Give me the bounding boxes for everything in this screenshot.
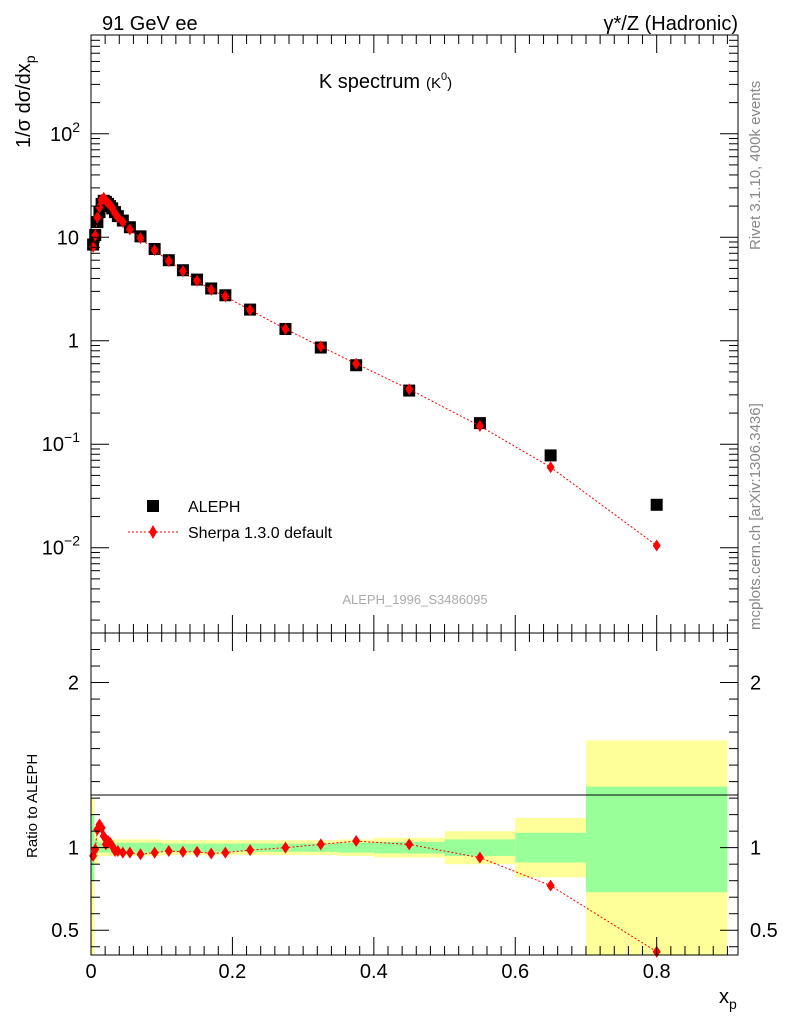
- x-axis-label-main: x: [719, 986, 729, 1008]
- chart-title: K spectrum: [319, 71, 420, 93]
- sherpa-data-point: [405, 383, 414, 396]
- ratio-panel: 0 0.2 0.4 0.6 0.8 0.5 0.5 1 1 2 2 Ratio to ALEPH x…: [24, 632, 778, 1012]
- y-tick-label-exponent: −2: [64, 533, 80, 549]
- ratio-data-point: [164, 844, 173, 857]
- ratio-data-point: [91, 843, 100, 856]
- x-tick-label: 0.8: [643, 961, 671, 983]
- sherpa-data-point: [178, 265, 187, 278]
- ratio-data-point: [405, 838, 414, 851]
- ratio-data-point: [178, 845, 187, 858]
- sherpa-data-point: [207, 283, 216, 296]
- ratio-frame: [90, 632, 739, 956]
- legend-sherpa-marker: [149, 525, 157, 539]
- main-marks: [87, 191, 663, 552]
- y-tick-label-base: 10: [42, 434, 64, 456]
- ratio-data-point: [316, 838, 325, 851]
- sherpa-data-point: [281, 322, 290, 335]
- y-tick-label: 10−2: [42, 533, 80, 560]
- ratio-y-tick-label-left: 0.5: [51, 920, 79, 942]
- title-sub-open: (K: [426, 75, 441, 92]
- ratio-y-tick-label-left: 2: [68, 673, 79, 695]
- sherpa-data-point: [221, 290, 230, 303]
- chart-title-particle: (K0): [426, 71, 452, 92]
- ratio-data-point: [475, 851, 484, 864]
- legend: ALEPH Sherpa 1.3.0 default: [128, 499, 333, 542]
- x-tick-label: 0: [85, 961, 96, 983]
- y-axis-label-sub: p: [22, 55, 38, 63]
- process-label: γ*/Z (Hadronic): [604, 13, 738, 35]
- sherpa-data-point: [352, 357, 361, 370]
- sherpa-data-point: [118, 216, 127, 229]
- uncertainty-band-green: [585, 786, 728, 893]
- x-tick-label: 0.2: [219, 961, 247, 983]
- aleph-data-point: [544, 449, 557, 462]
- sherpa-data-point: [193, 274, 202, 287]
- x-axis-label-sub: p: [729, 996, 737, 1012]
- uncertainty-band-green: [515, 832, 586, 863]
- ratio-data-point: [193, 845, 202, 858]
- aleph-data-point: [650, 498, 663, 511]
- y-tick-label-exponent: −1: [64, 429, 80, 445]
- y-tick-label-base: 10: [50, 124, 72, 146]
- title-sup: 0: [441, 71, 447, 83]
- mcplots-reference-label: mcplots.cern.ch [arXiv:1306.3436]: [747, 403, 764, 630]
- y-axis-label-main: 1/σ dσ/dx: [13, 63, 35, 148]
- ratio-data-point: [118, 846, 127, 859]
- main-y-axis-label: 1/σ dσ/dxp: [13, 55, 38, 148]
- title-close: ): [447, 75, 452, 92]
- legend-sherpa-label: Sherpa 1.3.0 default: [188, 525, 333, 542]
- y-tick-label: 10: [57, 227, 79, 249]
- ratio-ticks: 0 0.2 0.4 0.6 0.8 0.5 0.5 1 1 2 2: [51, 633, 778, 983]
- ratio-y-tick-label-right: 0.5: [750, 920, 778, 942]
- ratio-data-point: [150, 846, 159, 859]
- ratio-y-tick-label-right: 1: [750, 838, 761, 860]
- y-axis-label-text: 1/σ dσ/dxp: [13, 55, 38, 148]
- ratio-data-point: [207, 847, 216, 860]
- ratio-y-tick-label-left: 1: [68, 838, 79, 860]
- y-tick-label: 10−1: [42, 429, 80, 456]
- x-tick-label: 0.6: [501, 961, 529, 983]
- ratio-data-point: [125, 846, 134, 859]
- analysis-watermark: ALEPH_1996_S3486095: [342, 592, 487, 607]
- ratio-data-point: [352, 835, 361, 848]
- ratio-y-tick-label-right: 2: [750, 673, 761, 695]
- sherpa-data-point: [150, 244, 159, 257]
- sherpa-data-point: [93, 211, 102, 224]
- ratio-data-point: [281, 841, 290, 854]
- y-tick-label-base: 10: [42, 538, 64, 560]
- y-tick-label: 102: [50, 119, 80, 146]
- sherpa-data-point: [546, 461, 555, 474]
- rivet-version-label: Rivet 3.1.10, 400k events: [747, 81, 764, 250]
- y-tick-label: 1: [68, 331, 79, 353]
- sherpa-data-point: [652, 539, 661, 552]
- sherpa-data-point: [136, 232, 145, 245]
- sherpa-data-point: [113, 211, 122, 224]
- sherpa-line: [92, 197, 657, 546]
- ratio-data-point: [246, 844, 255, 857]
- main-frame: [90, 34, 739, 634]
- x-axis-label: xp: [719, 986, 737, 1012]
- uncertainty-band-green: [444, 839, 516, 856]
- legend-aleph-label: ALEPH: [188, 499, 240, 516]
- x-tick-label: 0.4: [360, 961, 388, 983]
- sherpa-data-point: [164, 254, 173, 267]
- y-tick-label-exponent: 2: [72, 119, 80, 135]
- sherpa-data-point: [246, 304, 255, 317]
- sherpa-data-point: [316, 340, 325, 353]
- ratio-data-point: [136, 848, 145, 861]
- ratio-data-point: [221, 846, 230, 859]
- sherpa-data-point: [91, 229, 100, 242]
- legend-aleph-marker: [147, 500, 159, 512]
- ratio-y-axis-label: Ratio to ALEPH: [24, 754, 41, 858]
- ratio-data-point: [546, 879, 555, 892]
- energy-label: 91 GeV ee: [102, 13, 198, 35]
- uncertainty-band-green: [338, 842, 374, 853]
- sherpa-data-point: [125, 223, 134, 236]
- sherpa-data-point: [475, 420, 484, 433]
